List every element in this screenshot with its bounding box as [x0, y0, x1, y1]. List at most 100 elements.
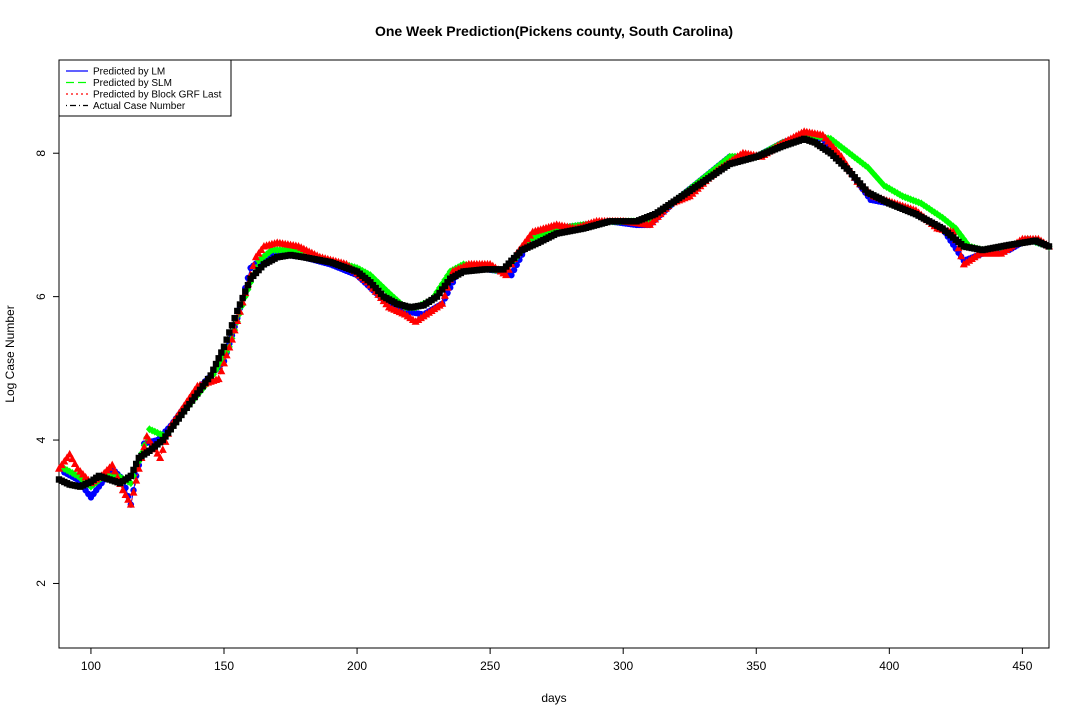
data-point	[231, 314, 238, 322]
data-point	[156, 453, 165, 461]
data-point	[441, 282, 449, 290]
data-point	[242, 288, 249, 295]
data-point	[502, 270, 511, 279]
data-point	[178, 411, 185, 419]
data-point	[124, 495, 133, 503]
data-point	[129, 488, 138, 496]
data-point	[234, 307, 241, 315]
data-point	[134, 464, 143, 472]
x-tick-label: 300	[613, 659, 633, 673]
data-point	[227, 335, 236, 343]
data-point	[118, 485, 127, 494]
series-line	[64, 134, 1050, 488]
x-axis: 100 150 200 250 300 350 400 450	[81, 648, 1033, 673]
data-point	[239, 294, 246, 302]
data-point	[202, 379, 209, 386]
legend-label: Actual Case Number	[93, 101, 186, 112]
data-point	[172, 418, 180, 426]
data-point	[214, 374, 223, 383]
legend-box	[58, 59, 232, 117]
data-point	[236, 301, 244, 308]
data-point	[433, 293, 441, 300]
data-point	[210, 366, 217, 373]
data-point	[158, 445, 167, 453]
data-point	[215, 355, 222, 362]
data-point	[110, 466, 119, 475]
x-tick-label: 350	[746, 659, 766, 673]
data-point	[225, 343, 234, 351]
data-point	[207, 372, 214, 379]
data-point	[199, 383, 206, 390]
data-point	[68, 454, 77, 463]
data-point	[186, 400, 193, 408]
plot-frame	[58, 59, 1050, 649]
data-point	[244, 281, 252, 289]
data-point	[140, 442, 149, 451]
data-point	[196, 386, 204, 394]
data-point	[188, 397, 196, 404]
data-point	[183, 404, 190, 411]
series-1	[61, 132, 1053, 508]
x-tick-label: 250	[480, 659, 500, 673]
data-point	[439, 286, 446, 293]
data-point	[164, 429, 172, 437]
data-point	[175, 415, 182, 422]
data-point	[444, 279, 451, 286]
data-point	[212, 360, 220, 368]
x-tick-label: 200	[347, 659, 367, 673]
data-point	[127, 479, 135, 488]
data-point	[220, 343, 228, 351]
data-point	[132, 460, 140, 468]
y-tick-label: 2	[34, 580, 48, 587]
data-point	[226, 329, 233, 336]
chart-title: One Week Prediction(Pickens county, Sout…	[375, 23, 733, 39]
data-point	[180, 408, 188, 415]
data-point	[440, 291, 449, 299]
y-tick-label: 4	[34, 436, 48, 443]
x-axis-label: days	[541, 691, 566, 705]
series-line	[64, 134, 1050, 505]
data-point	[191, 393, 198, 401]
legend-label: Predicted by SLM	[93, 78, 172, 89]
data-point	[438, 299, 447, 307]
series-layer	[55, 127, 1053, 508]
data-point	[223, 336, 230, 343]
data-point	[508, 271, 515, 279]
data-point	[957, 251, 966, 260]
data-point	[228, 322, 236, 329]
data-point	[218, 349, 225, 356]
data-point	[260, 252, 268, 261]
data-point	[230, 325, 239, 334]
series-2	[60, 131, 1053, 491]
x-tick-label: 400	[879, 659, 899, 673]
x-tick-label: 450	[1012, 659, 1032, 673]
data-point	[249, 261, 258, 270]
data-point	[513, 261, 520, 269]
data-point	[510, 266, 518, 274]
y-axis-label: Log Case Number	[3, 305, 17, 402]
legend-label: Predicted by LM	[93, 67, 165, 78]
data-point	[126, 500, 135, 508]
data-point	[204, 375, 212, 383]
series-3	[55, 127, 1053, 508]
data-point	[130, 466, 137, 474]
data-point	[132, 476, 141, 484]
data-point	[121, 490, 130, 499]
data-point	[1045, 243, 1053, 250]
series-4	[55, 135, 1053, 490]
data-point	[162, 433, 169, 440]
data-point	[70, 459, 79, 467]
y-tick-label: 8	[34, 150, 48, 157]
data-point	[436, 289, 443, 297]
series-line	[58, 131, 1050, 506]
data-point	[170, 422, 177, 429]
series-line	[58, 138, 1050, 488]
data-point	[217, 366, 226, 375]
data-point	[65, 449, 74, 458]
data-point	[954, 243, 963, 252]
data-point	[127, 472, 135, 480]
data-point	[220, 358, 228, 367]
legend-label: Predicted by Block GRF Last	[93, 90, 222, 101]
